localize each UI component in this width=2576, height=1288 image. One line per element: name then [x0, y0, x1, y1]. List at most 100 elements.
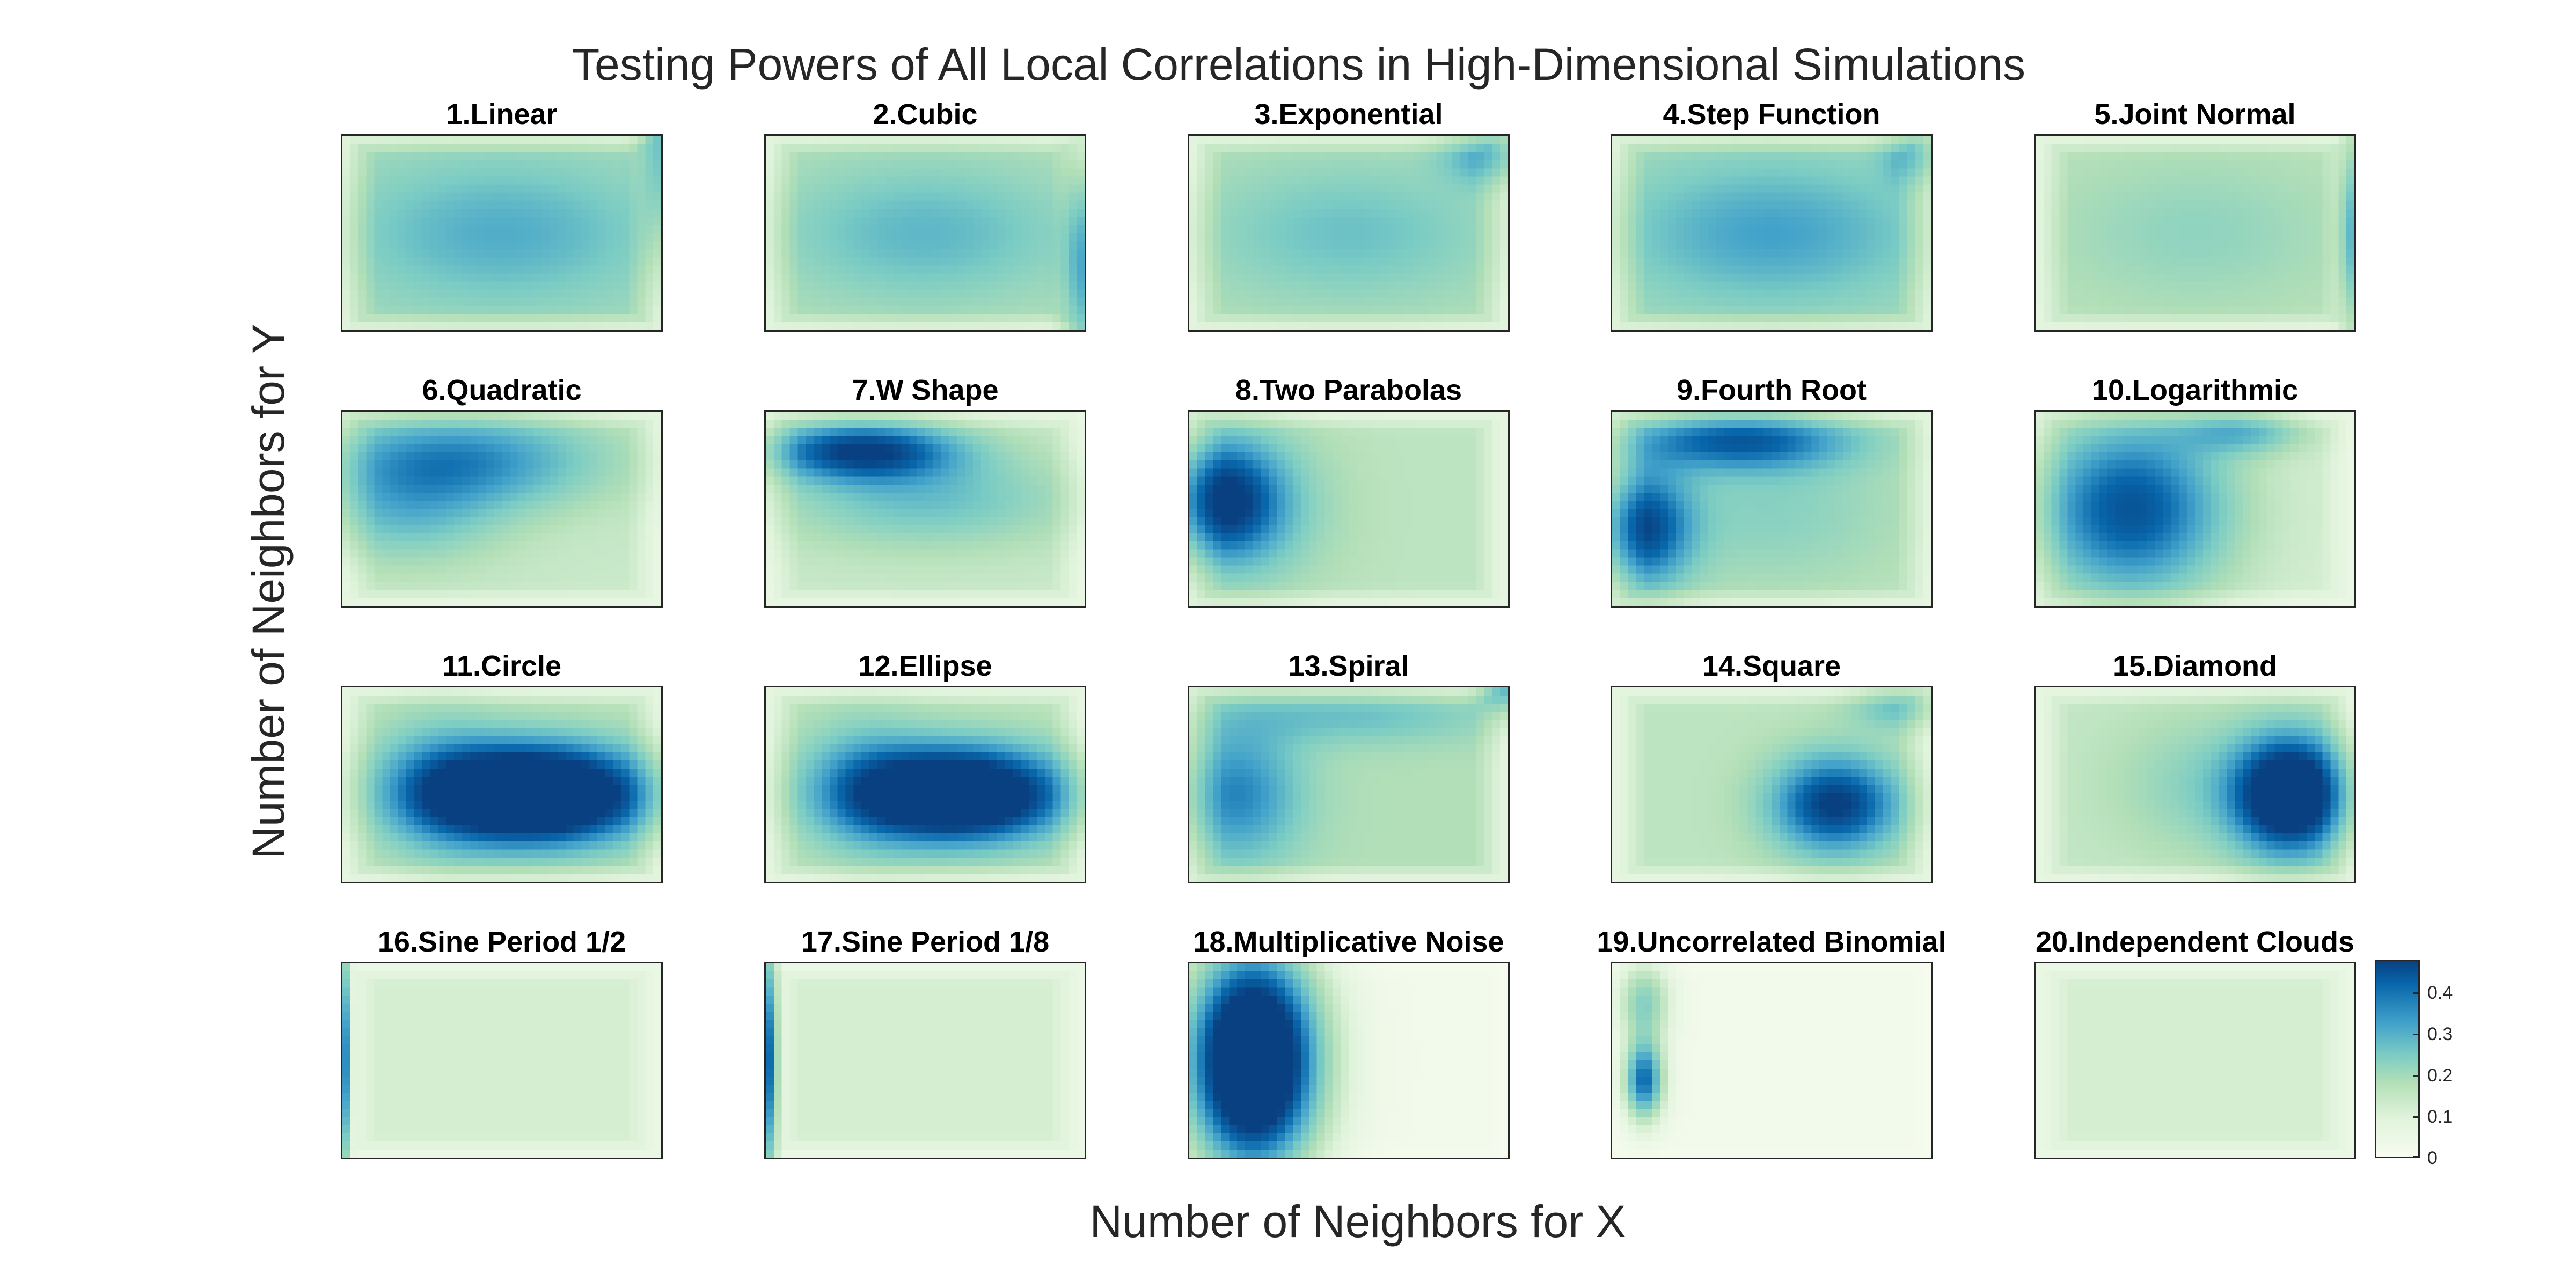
heatmap-cell	[1700, 249, 1708, 258]
heatmap-cell	[901, 313, 910, 323]
heatmap-cell	[1692, 297, 1701, 306]
heatmap-cell	[2338, 273, 2347, 282]
heatmap-cell	[2346, 200, 2354, 209]
heatmap-cell	[773, 233, 782, 241]
heatmap-cell	[613, 216, 622, 225]
heatmap-cell	[1843, 313, 1852, 323]
heatmap-cell	[845, 136, 854, 144]
heatmap-cell	[1755, 233, 1764, 241]
heatmap-cell	[1324, 257, 1334, 266]
heatmap-cell	[382, 184, 391, 193]
heatmap-cell	[1492, 208, 1501, 217]
heatmap-cell	[2123, 273, 2132, 282]
heatmap-cell	[470, 168, 479, 177]
heatmap-cell	[2299, 160, 2307, 169]
heatmap-cell	[2235, 208, 2243, 217]
heatmap-cell	[2235, 192, 2243, 201]
heatmap-cell	[486, 297, 494, 306]
heatmap-cell	[1205, 321, 1214, 330]
heatmap-cell	[406, 412, 415, 420]
heatmap-cell	[1636, 216, 1645, 225]
heatmap-cell	[550, 208, 558, 217]
heatmap-cell	[2274, 321, 2284, 330]
heatmap-cell	[1843, 249, 1852, 258]
heatmap-cell	[1684, 184, 1693, 193]
heatmap-cell	[1787, 216, 1796, 225]
heatmap-cell	[1044, 224, 1053, 233]
heatmap-cell	[1907, 152, 1916, 161]
heatmap-cell	[1388, 216, 1397, 225]
heatmap-cell	[1300, 208, 1309, 217]
heatmap-cell	[2338, 241, 2347, 250]
heatmap-cell	[1843, 192, 1852, 201]
heatmap-cell	[941, 297, 950, 306]
heatmap-cells	[1612, 136, 1931, 330]
heatmap-cell	[1660, 313, 1668, 323]
heatmap-cell	[1005, 233, 1014, 241]
heatmap-cell	[589, 420, 598, 428]
heatmap-cell	[438, 192, 447, 201]
heatmap-cell	[1739, 257, 1748, 266]
heatmap-cell	[446, 321, 455, 330]
heatmap-cell	[1716, 257, 1724, 266]
heatmap-cell	[446, 200, 455, 209]
heatmap-cell	[1883, 297, 1892, 306]
heatmap-cell	[502, 208, 510, 217]
heatmap-cell	[1300, 224, 1309, 233]
heatmap-cell	[1380, 200, 1389, 209]
heatmap-cell	[462, 297, 471, 306]
heatmap-cell	[1349, 136, 1357, 144]
heatmap-cell	[525, 152, 535, 161]
heatmap-cell	[1779, 136, 1788, 144]
heatmap-cell	[613, 420, 622, 428]
heatmap-cell	[941, 233, 950, 241]
heatmap-cell	[2258, 168, 2267, 177]
heatmap-cell	[509, 144, 518, 152]
heatmap-cell	[1915, 273, 1923, 282]
heatmap-cell	[430, 412, 438, 420]
heatmap-cell	[550, 233, 558, 241]
heatmap-cell	[1013, 305, 1021, 314]
heatmap-cell	[973, 297, 982, 306]
heatmap-cell	[2202, 184, 2212, 193]
heatmap-cell	[1205, 297, 1214, 306]
heatmap-cell	[2043, 208, 2052, 217]
heatmap-cell	[1021, 168, 1029, 177]
heatmap-cell	[1492, 216, 1501, 225]
heatmap-cell	[789, 176, 799, 185]
heatmap-cell	[1747, 241, 1757, 250]
heatmap-cell	[1819, 257, 1828, 266]
heatmap-cell	[837, 144, 846, 152]
heatmap-cell	[1708, 321, 1716, 330]
heatmap-cell	[2179, 184, 2187, 193]
heatmap-cell	[1779, 144, 1788, 152]
heatmap-cell	[2043, 321, 2052, 330]
heatmap-cell	[453, 241, 463, 250]
heatmap-cell	[1843, 273, 1852, 282]
heatmap-cell	[2179, 168, 2187, 177]
heatmap-cell	[1460, 192, 1469, 201]
heatmap-cell	[2179, 152, 2187, 161]
heatmap-cell	[1197, 184, 1206, 193]
heatmap-cell	[1835, 313, 1844, 323]
heatmap-cell	[1428, 313, 1437, 323]
heatmap-cell	[1364, 136, 1373, 144]
heatmap-cell	[621, 313, 630, 323]
heatmap-cell	[1428, 192, 1437, 201]
heatmap-cell	[2346, 273, 2354, 282]
heatmap-cell	[565, 208, 574, 217]
heatmap-cell	[1245, 152, 1254, 161]
heatmap-cell	[1700, 273, 1708, 282]
heatmap-cell	[1428, 144, 1437, 152]
heatmap-cell	[2299, 208, 2307, 217]
heatmap-cell	[1644, 184, 1652, 193]
heatmap-cell	[486, 412, 494, 420]
heatmap-cell	[613, 184, 622, 193]
heatmap-cell	[1819, 152, 1828, 161]
heatmap-cell	[1388, 313, 1397, 323]
heatmap-cell	[1667, 184, 1677, 193]
heatmap-cell	[2202, 281, 2212, 290]
heatmap-cell	[2147, 297, 2156, 306]
heatmap-cell	[1293, 233, 1301, 241]
heatmap-cell	[1460, 184, 1469, 193]
